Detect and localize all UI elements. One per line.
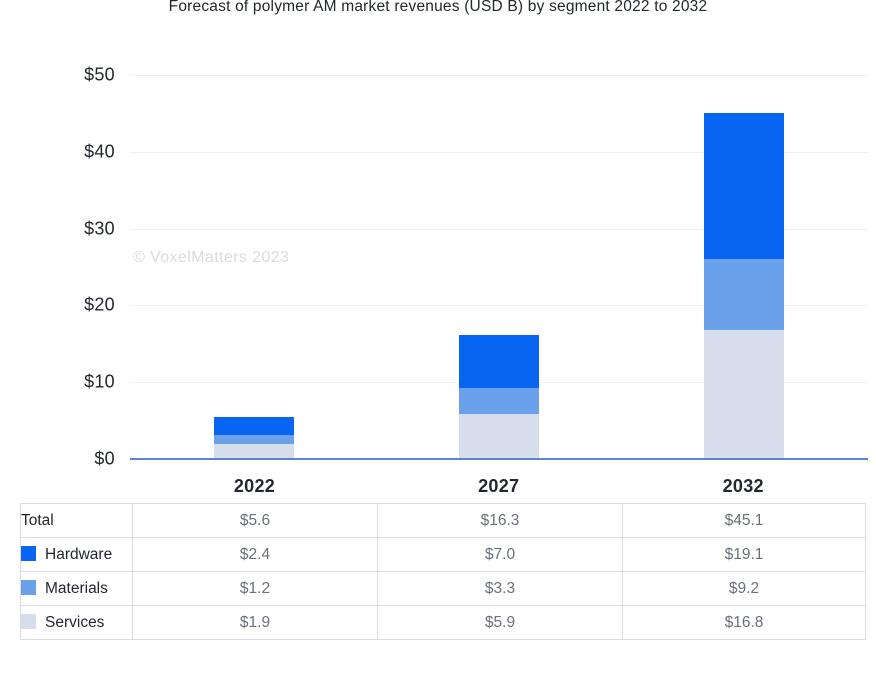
value-cell: $1.9: [132, 605, 378, 640]
row-label-cell: Services: [20, 605, 133, 640]
value-cell: $45.1: [622, 503, 866, 538]
watermark: © VoxelMatters 2023: [133, 249, 290, 266]
row-label: Total: [21, 511, 54, 529]
bar-segment-services-2027: [458, 413, 539, 459]
x-axis-labels: 2022 2027 2032: [0, 476, 876, 500]
table-row-total: Total $5.6 $16.3 $45.1: [20, 503, 866, 538]
chart-title: Forecast of polymer AM market revenues (…: [168, 0, 708, 15]
bar-segment-services-2032: [704, 329, 785, 459]
x-tick-label-2032: 2032: [722, 476, 764, 496]
table-row-hardware: Hardware $2.4 $7.0 $19.1: [20, 537, 866, 572]
y-tick-label: $40: [84, 141, 115, 162]
value-cell: $5.6: [132, 503, 378, 538]
value-cell: $2.4: [132, 537, 378, 572]
plot-area: © VoxelMatters 2023: [130, 75, 868, 460]
y-tick-label: $20: [84, 294, 115, 315]
row-label-cell: Hardware: [20, 537, 133, 572]
value-cell: $1.2: [132, 571, 378, 606]
bar-segment-materials-2027: [458, 388, 539, 414]
row-label-cell: Total: [20, 503, 133, 538]
bar-segment-hardware-2032: [704, 112, 785, 260]
bar-2032: [704, 112, 785, 459]
gridline: [130, 75, 868, 76]
materials-legend-swatch-icon: [21, 579, 36, 595]
bar-segment-materials-2022: [214, 435, 294, 445]
value-cell: $16.8: [622, 605, 866, 640]
bar-segment-hardware-2022: [214, 416, 294, 436]
gridline: [130, 151, 868, 153]
row-label: Materials: [45, 579, 108, 597]
bar-2027: [458, 334, 539, 459]
bar-segment-materials-2032: [704, 259, 785, 330]
value-cell: $16.3: [377, 503, 623, 538]
row-label-cell: Materials: [20, 571, 133, 606]
gridline: [130, 305, 868, 307]
x-tick-label-2027: 2027: [478, 476, 520, 496]
hardware-legend-swatch-icon: [21, 545, 36, 561]
x-axis-line: [130, 458, 868, 460]
x-tick-label-2022: 2022: [233, 476, 276, 496]
y-tick-label: $10: [84, 371, 115, 392]
bar-segment-services-2022: [214, 444, 294, 459]
value-cell: $7.0: [377, 537, 623, 572]
bar-2022: [214, 416, 294, 459]
row-label: Services: [45, 613, 105, 631]
value-cell: $9.2: [622, 571, 866, 606]
y-axis-labels: $50 $40 $30 $20 $10 $0: [0, 65, 115, 469]
bar-segment-hardware-2027: [458, 334, 539, 389]
y-tick-label: $0: [94, 448, 115, 469]
value-cell: $3.3: [377, 571, 623, 606]
gridline: [130, 228, 868, 230]
y-tick-label: $50: [84, 64, 115, 85]
data-table: Total $5.6 $16.3 $45.1 Hardware $2.4 $7.0 $19.1…: [20, 503, 866, 640]
value-cell: $5.9: [377, 605, 623, 640]
row-label: Hardware: [45, 545, 113, 563]
table-row-services: Services $1.9 $5.9 $16.8: [20, 605, 866, 640]
table-row-materials: Materials $1.2 $3.3 $9.2: [20, 571, 866, 606]
value-cell: $19.1: [622, 537, 866, 572]
y-tick-label: $30: [84, 218, 115, 239]
services-legend-swatch-icon: [21, 613, 36, 629]
data-table-body: Total $5.6 $16.3 $45.1 Hardware $2.4 $7.0 $19.1…: [20, 503, 866, 640]
